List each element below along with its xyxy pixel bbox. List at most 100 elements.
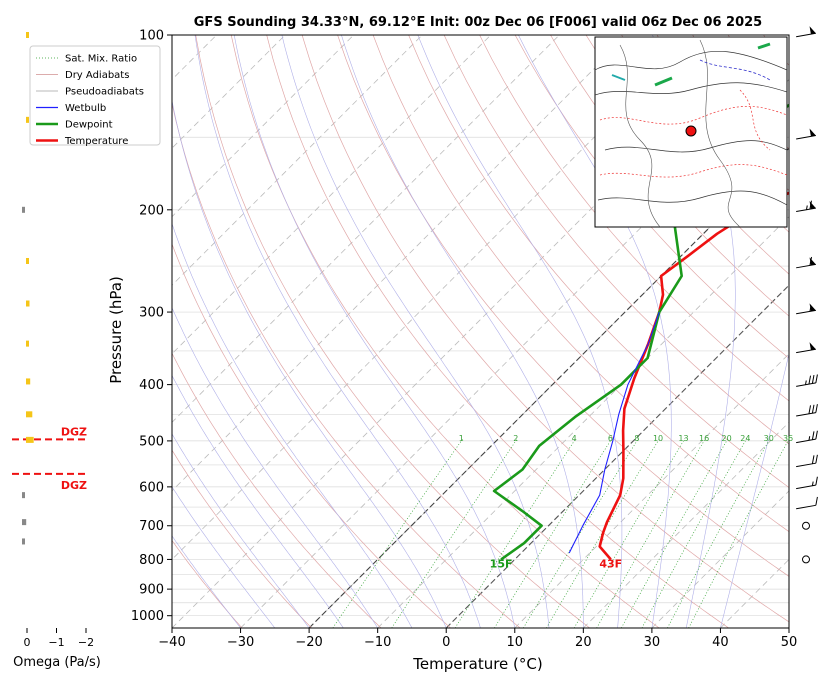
isotherm-line	[172, 35, 286, 149]
omega-bar	[26, 32, 29, 38]
y-tick-label: 600	[139, 480, 164, 495]
x-axis: −40 −30 −20 −10 0 10 20 30 40 50	[158, 628, 797, 650]
wind-barb-staff	[796, 207, 816, 213]
wind-barb-staff	[796, 32, 816, 38]
pseudoadiabat-line	[720, 352, 789, 628]
x-tick-label: −10	[364, 635, 391, 650]
omega-bar	[26, 300, 30, 307]
wind-barb-pennant	[809, 128, 816, 137]
omega-axis: 0 −1 −2	[24, 628, 94, 649]
x-tick-label: 30	[644, 635, 661, 650]
wind-barb-staff	[796, 309, 816, 315]
mixing-ratio-line	[332, 438, 464, 628]
isotherm-line	[172, 35, 355, 218]
wind-barb	[796, 430, 818, 444]
mixing-ratio-label: 4	[572, 434, 577, 443]
surface-temperature-label: 43F	[599, 557, 622, 570]
wind-barb	[796, 303, 816, 315]
pseudoadiabat-line	[172, 433, 310, 628]
x-tick-label: 20	[575, 635, 592, 650]
isotherm-line	[445, 284, 789, 628]
x-tick-label: −40	[158, 635, 185, 650]
inset-map-contours	[595, 39, 787, 227]
omega-bar	[26, 340, 29, 347]
mixing-ratio-line	[596, 438, 706, 628]
y-tick-label: 900	[139, 583, 164, 598]
wind-barb	[796, 374, 818, 387]
mixing-ratio-label: 13	[678, 434, 688, 443]
wind-barb	[796, 256, 816, 269]
wind-barb-full	[808, 375, 812, 385]
surface-dewpoint-label: 15F	[490, 557, 513, 570]
omega-bar	[22, 538, 25, 545]
dry-adiabat-line	[195, 35, 590, 628]
wind-barb	[796, 342, 816, 354]
dry-adiabat-line	[514, 35, 789, 359]
wind-barb-pennant	[809, 342, 816, 351]
mixing-ratio-line	[454, 438, 577, 628]
wind-barb-full	[809, 200, 812, 210]
dgz-markers: DGZ DGZ	[12, 425, 87, 492]
legend-entry-label: Dry Adiabats	[65, 70, 129, 81]
x-tick-label: 0	[442, 635, 450, 650]
y-tick-label: 500	[139, 434, 164, 449]
wind-barb	[796, 476, 818, 490]
isotherm-line	[583, 421, 789, 628]
dry-adiabat-line	[172, 449, 312, 628]
wetbulb-profile-line	[568, 311, 660, 554]
pseudoadiabat-line	[518, 35, 672, 628]
mixing-ratio-line	[667, 438, 771, 628]
wind-barb-full	[815, 496, 818, 506]
wind-barb-full	[811, 455, 815, 464]
dry-adiabat-line	[799, 35, 829, 628]
y-axis-label: Pressure (hPa)	[107, 276, 125, 384]
mixing-ratio-line	[573, 438, 686, 628]
plot-frame	[171, 34, 790, 629]
legend-entry-label: Wetbulb	[65, 103, 106, 114]
omega-bar	[22, 519, 27, 526]
isotherm-line	[172, 35, 492, 355]
wind-barb-full	[815, 430, 818, 440]
y-tick-label: 400	[139, 378, 164, 393]
wind-barb-full	[808, 405, 812, 414]
wind-barb-pennant	[809, 303, 816, 312]
mixing-ratio-label: 16	[699, 434, 709, 443]
omega-bar	[26, 116, 29, 123]
isotherm-line	[788, 627, 789, 628]
dry-adiabat-line	[172, 243, 451, 628]
wind-barb	[796, 128, 816, 140]
y-axis: 100 200 300 400 500 600 700 800 900 1000	[131, 29, 172, 624]
wind-barb	[796, 404, 818, 417]
wind-barb-staff	[796, 504, 816, 510]
legend: Sat. Mix. Ratio Dry Adiabats Pseudoadiabat…	[29, 45, 161, 147]
isotherm-line	[172, 35, 423, 286]
omega-bar	[26, 411, 33, 418]
chart-title: GFS Sounding 34.33°N, 69.12°E Init: 00z …	[194, 15, 762, 30]
pseudoadiabat-line	[172, 374, 344, 628]
mixing-ratio-line	[494, 438, 613, 628]
omega-panel	[22, 32, 34, 545]
wind-barb-full	[811, 431, 815, 440]
pseudoadiabat-line	[233, 35, 516, 628]
y-tick-label: 1000	[131, 609, 164, 624]
surface-annotations: 43F 15F	[490, 557, 623, 570]
sounding-location-marker	[685, 125, 697, 137]
dgz-label: DGZ	[61, 425, 87, 438]
isotherm-line	[172, 35, 629, 492]
dry-adiabat-line	[172, 352, 382, 628]
pseudoadiabat-line	[172, 535, 241, 628]
omega-bar	[26, 378, 31, 385]
dry-adiabat-line	[337, 35, 789, 577]
wind-barb-full	[815, 374, 818, 383]
y-tick-label: 100	[139, 29, 164, 44]
wind-barb	[796, 26, 816, 38]
pseudoadiabat-line	[172, 307, 378, 628]
pseudoadiabat-line	[651, 35, 736, 628]
isotherm-line	[514, 353, 789, 628]
wind-barb-full	[811, 404, 815, 414]
legend-entry-label: Dewpoint	[65, 120, 113, 131]
legend-entry-label: Pseudoadiabats	[65, 87, 144, 98]
wind-barb	[796, 454, 818, 468]
dry-adiabat-line	[372, 35, 789, 533]
